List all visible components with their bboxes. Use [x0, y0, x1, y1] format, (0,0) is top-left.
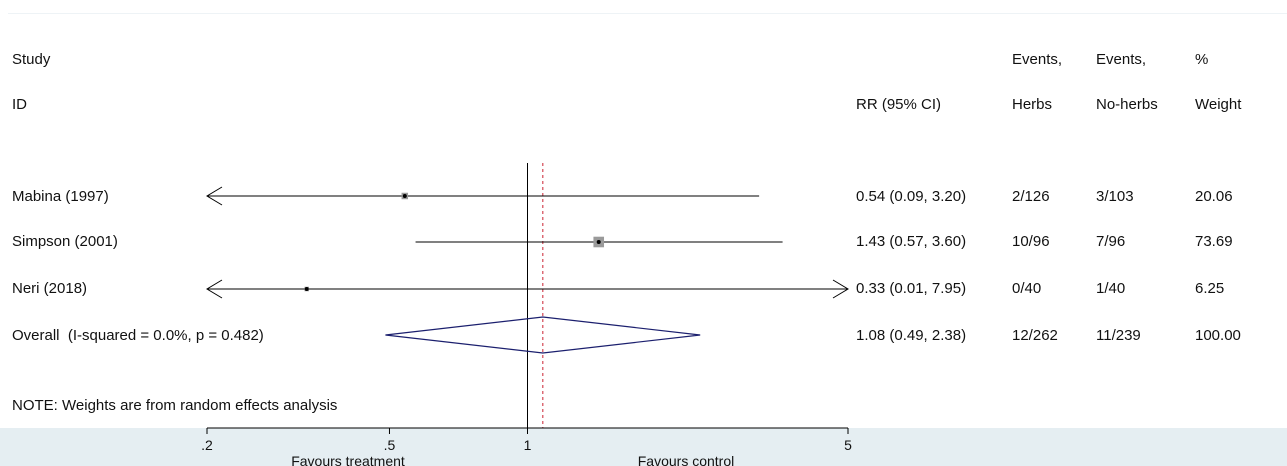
point-estimate-mabina — [402, 194, 407, 198]
header-events-noherbs-line2: No-herbs — [1096, 96, 1158, 113]
study-weight-mabina: 20.06 — [1195, 188, 1233, 205]
study-name-neri: Neri (2018) — [12, 280, 88, 297]
overall-events-herbs: 12/262 — [1012, 327, 1058, 344]
study-ci-neri: 0.33 (0.01, 7.95) — [856, 280, 967, 297]
header-weight-line1: % — [1195, 51, 1209, 68]
header-events-noherbs-line1: Events, — [1096, 51, 1147, 68]
header-events-herbs-line2: Herbs — [1012, 96, 1053, 113]
study-weight-simpson: 73.69 — [1195, 233, 1233, 250]
overall-weight: 100.00 — [1195, 327, 1241, 344]
study-name-simpson: Simpson (2001) — [12, 233, 118, 250]
weights-note: NOTE: Weights are from random effects an… — [12, 397, 338, 414]
study-events-herbs-mabina: 2/126 — [1012, 188, 1050, 205]
study-events-noherbs-mabina: 3/103 — [1096, 188, 1134, 205]
study-ci-simpson: 1.43 (0.57, 3.60) — [856, 233, 967, 250]
study-events-herbs-simpson: 10/96 — [1012, 233, 1050, 250]
ci-arrow-right-neri — [832, 279, 849, 299]
x-tick-label: 1 — [523, 437, 532, 453]
header-study: Study — [12, 51, 51, 68]
x-axis-band — [0, 428, 1287, 466]
header-events-herbs-line1: Events, — [1012, 51, 1063, 68]
point-estimate-neri — [304, 287, 309, 291]
header-id: ID — [12, 96, 27, 113]
study-ci-mabina: 0.54 (0.09, 3.20) — [856, 188, 967, 205]
ci-arrow-left-mabina — [206, 186, 223, 206]
favours-control-label: Favours control — [637, 453, 735, 466]
ci-arrow-left-neri — [206, 279, 223, 299]
favours-treatment-label: Favours treatment — [291, 453, 405, 466]
study-events-noherbs-simpson: 7/96 — [1096, 233, 1126, 250]
point-estimate-simpson — [596, 240, 601, 244]
study-events-herbs-neri: 0/40 — [1012, 280, 1042, 297]
overall-events-noherbs: 11/239 — [1096, 327, 1141, 344]
top-border — [8, 13, 1287, 14]
x-tick-label: .5 — [383, 437, 396, 453]
study-events-noherbs-neri: 1/40 — [1096, 280, 1126, 297]
overall-label: Overall (I-squared = 0.0%, p = 0.482) — [12, 327, 264, 344]
header-rr-ci: RR (95% CI) — [856, 96, 942, 113]
header-weight-line2: Weight — [1195, 96, 1242, 113]
study-name-mabina: Mabina (1997) — [12, 188, 109, 205]
x-tick-label: .2 — [201, 437, 213, 453]
overall-diamond — [385, 316, 701, 354]
study-weight-neri: 6.25 — [1195, 280, 1225, 297]
overall-ci: 1.08 (0.49, 2.38) — [856, 327, 967, 344]
x-tick-label: 5 — [844, 437, 852, 453]
